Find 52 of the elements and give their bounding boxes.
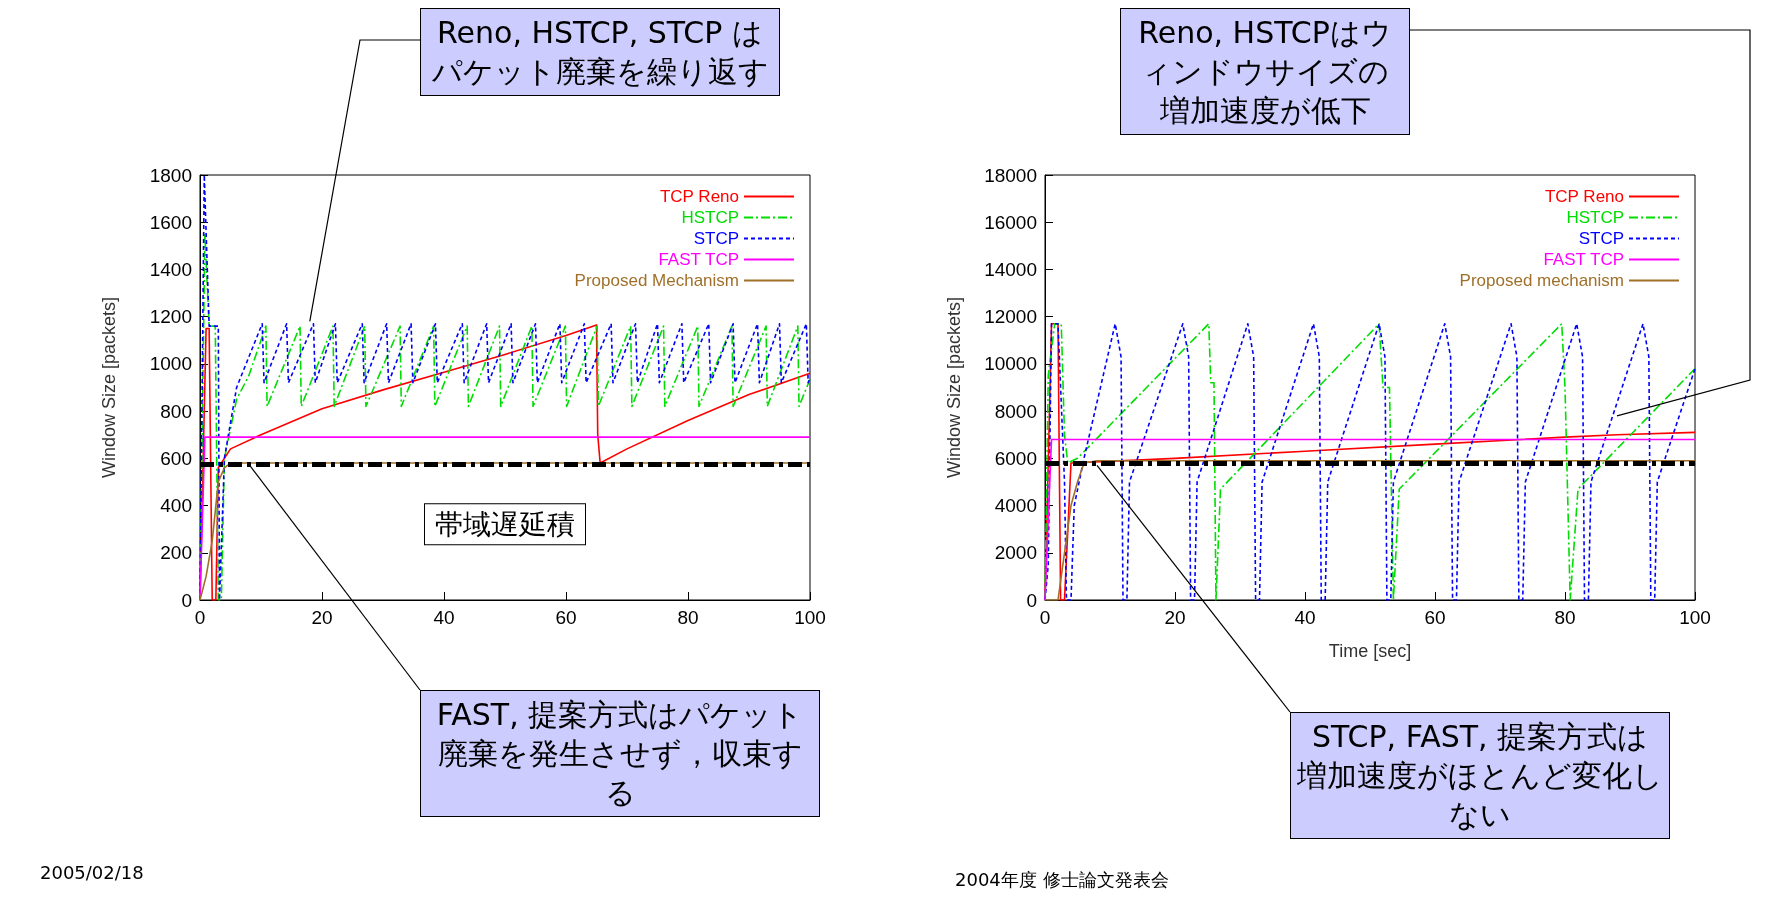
annotation: FAST, 提案方式はパケット廃棄を発生させず，収束する: [420, 690, 820, 817]
x-tick-label: 40: [1294, 607, 1316, 628]
x-tick-label: 100: [794, 607, 826, 628]
y-tick-label: 18000: [984, 164, 1037, 186]
y-tick-label: 2000: [994, 542, 1037, 564]
y-tick-label: 1400: [149, 258, 192, 280]
legend-label: STCP: [1578, 229, 1624, 248]
y-tick-label: 8000: [994, 400, 1037, 422]
y-tick-label: 200: [160, 542, 192, 564]
text: 2004年度 修士論文発表会: [955, 868, 1169, 892]
y-tick-label: 600: [160, 447, 192, 469]
y-tick-label: 0: [1026, 589, 1037, 611]
legend-label: FAST TCP: [658, 250, 739, 269]
x-tick-label: 60: [555, 607, 577, 628]
legend-label: STCP: [693, 229, 739, 248]
y-tick-label: 1600: [149, 211, 192, 233]
y-axis-title: Window Size [packets]: [944, 296, 964, 479]
legend-label: FAST TCP: [1543, 250, 1624, 269]
y-tick-label: 6000: [994, 447, 1037, 469]
y-tick-label: 1000: [149, 353, 192, 375]
annotation: Reno, HSTCP, STCP はパケット廃棄を繰り返す: [420, 8, 780, 96]
y-tick-label: 1800: [149, 164, 192, 186]
legend-label: Proposed Mechanism: [574, 271, 739, 290]
x-tick-label: 0: [1039, 607, 1051, 628]
y-tick-label: 4000: [994, 495, 1037, 517]
annotation: Reno, HSTCPはウィンドウサイズの増加速度が低下: [1120, 8, 1410, 135]
legend-label: Proposed mechanism: [1459, 271, 1624, 290]
y-tick-label: 12000: [984, 306, 1037, 328]
x-axis-title: Time [sec]: [1328, 641, 1412, 661]
x-tick-label: 40: [433, 607, 455, 628]
y-tick-label: 800: [160, 400, 192, 422]
y-tick-label: 400: [160, 495, 192, 517]
y-tick-label: 14000: [984, 258, 1037, 280]
text: 2005/02/18: [40, 862, 144, 883]
x-tick-label: 0: [194, 607, 206, 628]
legend-label: TCP Reno: [1544, 187, 1624, 206]
annotation: STCP, FAST, 提案方式は増加速度がほとんど変化しない: [1290, 712, 1670, 839]
y-tick-label: 10000: [984, 353, 1037, 375]
x-tick-label: 20: [1164, 607, 1186, 628]
x-tick-label: 80: [677, 607, 699, 628]
x-tick-label: 100: [1679, 607, 1711, 628]
ref-line-label: 帯域遅延積: [435, 508, 575, 540]
y-tick-label: 1200: [149, 306, 192, 328]
y-tick-label: 0: [181, 589, 192, 611]
legend-label: TCP Reno: [659, 187, 739, 206]
y-axis-title: Window Size [packets]: [99, 296, 119, 479]
legend-label: HSTCP: [681, 208, 739, 227]
x-tick-label: 80: [1554, 607, 1576, 628]
x-tick-label: 60: [1424, 607, 1446, 628]
x-tick-label: 20: [311, 607, 333, 628]
legend-label: HSTCP: [1566, 208, 1624, 227]
y-tick-label: 16000: [984, 211, 1037, 233]
